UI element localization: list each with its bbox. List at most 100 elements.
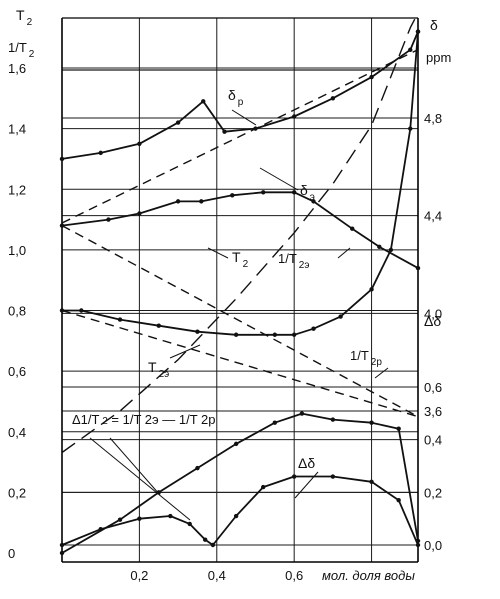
data-point	[261, 190, 266, 195]
data-point	[59, 156, 65, 162]
data-point	[195, 465, 200, 471]
data-point	[233, 513, 239, 519]
ddelta-tick-label: 0,0	[424, 538, 442, 553]
leader-line	[109, 437, 161, 496]
data-point	[299, 411, 305, 416]
data-point	[117, 317, 123, 322]
x-tick-label: 0,2	[130, 568, 148, 583]
data-point	[137, 516, 142, 521]
x-tick-label: 0,6	[285, 568, 303, 583]
data-point	[415, 538, 421, 544]
data-point	[369, 287, 374, 292]
series-line-0	[61, 48, 419, 224]
markers-layer	[59, 29, 421, 556]
data-point	[98, 527, 103, 532]
data-point	[202, 537, 208, 542]
data-point	[272, 420, 278, 425]
series-line-8	[61, 475, 419, 546]
leader-line	[337, 247, 351, 259]
right-axis-title-delta: δ	[430, 17, 438, 33]
data-point	[415, 265, 421, 271]
left-axis-title-inv-T2: 1/T 2	[8, 40, 35, 60]
data-point	[79, 308, 84, 313]
data-point	[388, 247, 394, 253]
data-point	[415, 542, 421, 548]
leader-line	[294, 471, 319, 499]
series-line-5	[62, 31, 419, 336]
data-point	[415, 29, 421, 34]
data-point	[261, 484, 266, 490]
y-tick-label: 0,8	[8, 304, 26, 319]
right-axis-title-ddelta: Δδ	[424, 313, 441, 329]
data-point	[106, 217, 111, 222]
data-point	[291, 474, 297, 479]
grid	[62, 18, 418, 562]
series-label-inv-T2e: 1/T 2э	[278, 251, 309, 271]
y-tick-label: 1,6	[8, 61, 26, 76]
data-point	[233, 332, 239, 337]
series-label-ddelta: Δδ	[298, 455, 315, 471]
data-point	[350, 226, 355, 231]
y-tick-label: 1,4	[8, 122, 26, 137]
data-point	[201, 99, 206, 104]
x-axis-title: мол. доля воды	[322, 568, 415, 583]
data-point	[291, 190, 297, 195]
data-point	[59, 223, 65, 228]
series-label-d-inv-T2: Δ1/T 2 = 1/T 2э — 1/T 2p	[72, 412, 216, 427]
data-point	[408, 126, 413, 131]
data-point	[59, 308, 65, 313]
data-point	[117, 517, 123, 522]
data-point	[156, 323, 161, 328]
leader-line	[259, 167, 299, 191]
labels-layer: T 2 1/T 2 δ ppm Δδ мол. доля воды δ p δ э T 2 1/T 2э T 2э…	[8, 7, 451, 583]
data-point	[168, 513, 173, 519]
data-point	[210, 542, 216, 548]
data-point	[233, 441, 239, 447]
data-point	[369, 479, 374, 484]
y-tick-label: 0,2	[8, 485, 26, 500]
y-tick-label: 1,2	[8, 182, 26, 197]
data-point	[338, 314, 343, 319]
data-point	[291, 114, 297, 119]
data-point	[98, 150, 103, 156]
ticks-layer: 0 0,2 0,4 0,6 0,8 1,0 1,2 1,4 1,6 0,2 0,4 0,6 4,8 4,4…	[8, 61, 442, 583]
data-point	[330, 417, 336, 422]
ddelta-tick-label: 0,6	[424, 380, 442, 395]
series-label-inv-T2p: 1/T 2p	[350, 348, 382, 368]
data-point	[396, 426, 401, 431]
delta-tick-label: 4,8	[424, 111, 442, 126]
leader-line	[207, 247, 229, 259]
y-tick-label: 0,4	[8, 425, 26, 440]
data-point	[195, 329, 200, 334]
delta-tick-label: 3,6	[424, 404, 442, 419]
delta-tick-label: 4,0	[424, 306, 442, 321]
series-line-2	[61, 31, 419, 160]
data-point	[330, 474, 336, 479]
data-point	[137, 141, 142, 146]
data-point	[137, 211, 142, 216]
x-tick-label: 0,4	[208, 568, 226, 583]
data-point	[199, 199, 204, 204]
data-point	[175, 199, 181, 204]
data-point	[396, 498, 401, 503]
series-line-3	[61, 224, 419, 418]
leader-line	[231, 109, 257, 126]
leader-line	[374, 367, 389, 379]
plot-frame	[61, 17, 419, 563]
data-point	[369, 420, 374, 425]
data-point	[272, 332, 278, 337]
data-point	[330, 96, 336, 101]
data-point	[311, 199, 316, 204]
series-layer	[61, 12, 419, 554]
series-line-6	[61, 309, 419, 418]
leader-line	[169, 344, 201, 359]
data-point	[408, 47, 413, 53]
delta-tick-label: 4,4	[424, 209, 442, 224]
y-tick-label: 1,0	[8, 243, 26, 258]
ddelta-tick-label: 0,4	[424, 433, 442, 448]
